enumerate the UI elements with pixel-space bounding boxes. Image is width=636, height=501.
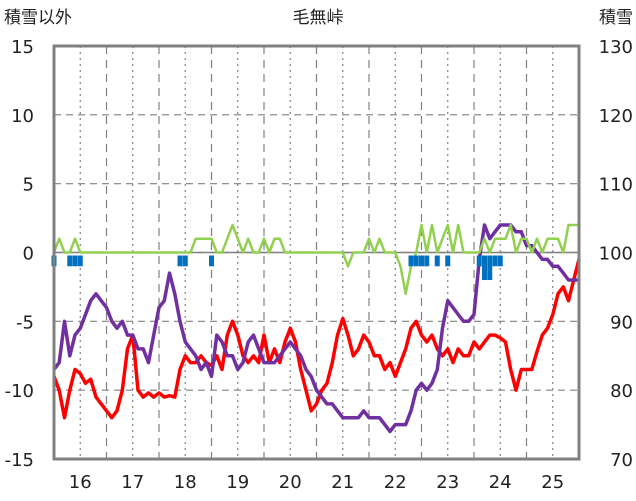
- precipitation-bar: [182, 255, 188, 267]
- y-left-tick-label: 10: [11, 106, 34, 127]
- x-tick-label: 19: [226, 472, 249, 493]
- x-tick-label: 25: [541, 472, 564, 493]
- precipitation-bar: [476, 255, 482, 267]
- x-tick-label: 21: [331, 472, 354, 493]
- precipitation-bar: [424, 255, 430, 267]
- snow_depth-line: [52, 223, 579, 434]
- precipitation-bar: [492, 255, 498, 267]
- left-axis-title: 積雪以外: [4, 8, 72, 28]
- x-tick-label: 17: [121, 472, 144, 493]
- y-right-tick-label: 130: [599, 37, 633, 58]
- precipitation-bar: [413, 255, 419, 267]
- x-tick-label: 16: [69, 472, 92, 493]
- precipitation-bar: [445, 255, 451, 267]
- precipitation-bar: [77, 255, 83, 267]
- precipitation-bar: [434, 255, 440, 267]
- temperature-line: [52, 258, 581, 420]
- x-tick-label: 22: [384, 472, 407, 493]
- x-tick-label: 23: [436, 472, 459, 493]
- precipitation-bar: [209, 255, 214, 267]
- y-left-tick-label: 5: [23, 175, 34, 196]
- wind-line: [52, 223, 579, 296]
- precipitation-bar: [408, 255, 414, 267]
- y-left-tick-label: -5: [16, 312, 34, 333]
- x-tick-label: 20: [279, 472, 302, 493]
- precipitation-bar: [419, 255, 424, 267]
- series-layer: [51, 223, 581, 434]
- y-right-tick-label: 100: [599, 244, 633, 265]
- tick-layer: 15 10 5 0 -5 -10 -15 130 120 110 100 90 80 70 16 17 18 19…: [5, 37, 633, 493]
- y-left-tick-label: 15: [11, 37, 34, 58]
- y-right-tick-label: 110: [599, 175, 633, 196]
- y-left-tick-label: -15: [5, 450, 34, 471]
- x-tick-label: 18: [174, 472, 197, 493]
- precipitation-bar: [497, 255, 503, 267]
- precipitation-bar: [67, 255, 73, 267]
- right-axis-title: 積雪: [599, 8, 633, 28]
- precipitation-bar: [177, 255, 183, 267]
- y-left-tick-label: -10: [5, 381, 34, 402]
- y-right-tick-label: 80: [610, 381, 633, 402]
- chart-title: 毛無峠: [293, 8, 344, 28]
- y-right-tick-label: 120: [599, 106, 633, 127]
- y-right-tick-label: 70: [610, 450, 633, 471]
- x-tick-label: 24: [489, 472, 512, 493]
- precipitation-bar: [482, 255, 487, 281]
- y-left-tick-label: 0: [23, 244, 34, 265]
- plot-frame: [52, 44, 581, 461]
- precipitation-bar: [487, 255, 493, 281]
- precipitation-bar: [72, 255, 78, 267]
- y-right-tick-label: 90: [610, 312, 633, 333]
